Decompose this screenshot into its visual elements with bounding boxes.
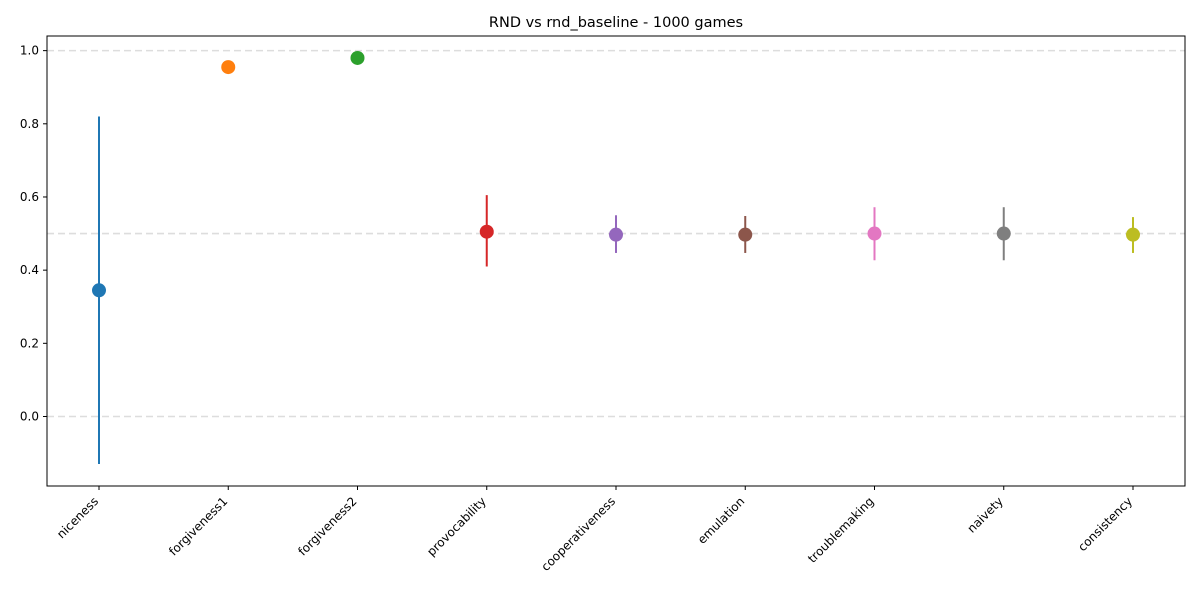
data-marks <box>92 50 1140 465</box>
data-point <box>996 226 1011 241</box>
x-tick-label: forgiveness2 <box>295 494 359 558</box>
x-tick-label: forgiveness1 <box>166 494 230 558</box>
plot-frame <box>46 35 1186 487</box>
x-tick-label: naivety <box>964 494 1005 535</box>
x-axis: niceness forgiveness1 forgiveness2 provocab… <box>54 486 1135 574</box>
y-axis: 0.0 0.2 0.4 0.6 0.8 1.0 <box>20 44 47 423</box>
y-tick-label: 0.8 <box>20 117 39 131</box>
data-point <box>92 283 106 298</box>
x-tick-label: troublemaking <box>805 494 877 566</box>
chart-title: RND vs rnd_baseline - 1000 games <box>489 15 743 31</box>
data-point <box>867 226 882 241</box>
x-tick-label: consistency <box>1075 494 1135 554</box>
data-point <box>738 227 753 242</box>
data-point <box>350 50 365 65</box>
y-tick-label: 0.6 <box>20 190 39 204</box>
data-point <box>1126 227 1140 242</box>
y-tick-label: 0.0 <box>20 409 39 423</box>
data-point <box>479 224 494 239</box>
x-tick-label: provocability <box>424 494 489 559</box>
x-tick-label: niceness <box>54 494 101 541</box>
data-point <box>221 60 236 75</box>
reference-lines <box>47 49 1185 418</box>
data-point <box>609 227 623 242</box>
x-tick-label: cooperativeness <box>539 494 619 574</box>
y-tick-label: 0.2 <box>20 336 39 350</box>
y-tick-label: 0.4 <box>20 263 39 277</box>
x-tick-label: emulation <box>695 494 748 547</box>
y-tick-label: 1.0 <box>20 44 39 58</box>
